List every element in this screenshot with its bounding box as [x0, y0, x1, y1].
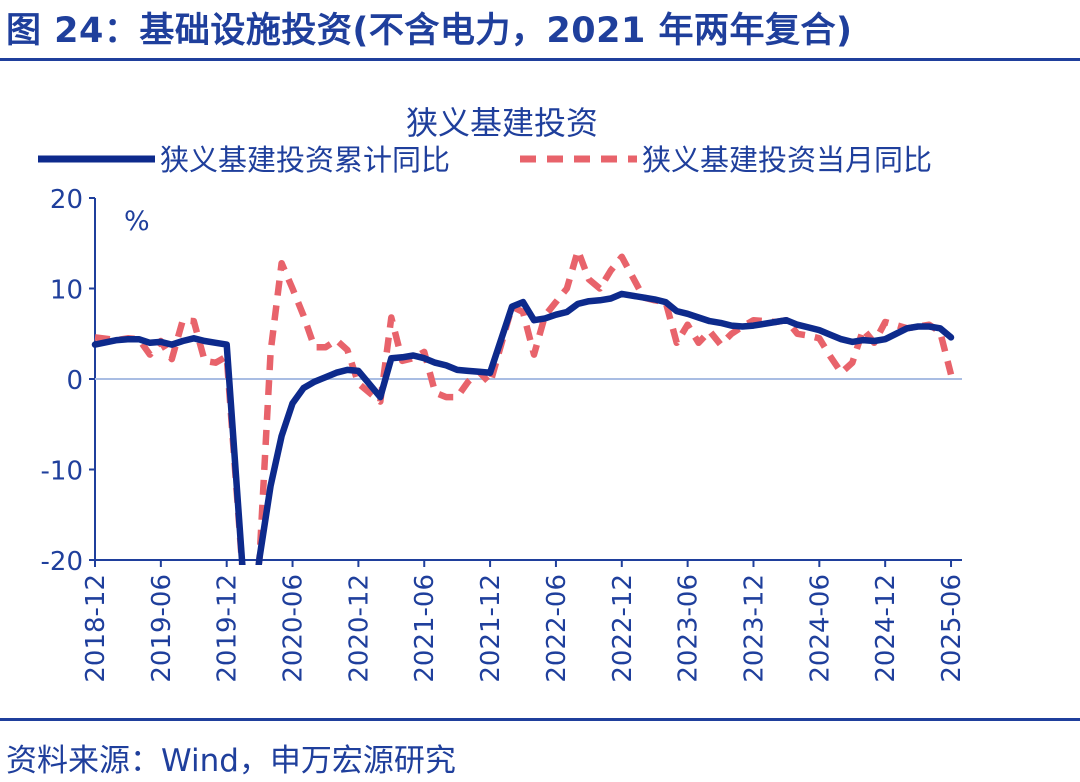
legend-label: 狭义基建投资累计同比 [160, 143, 450, 177]
x-tick-label: 2022-12 [608, 574, 638, 683]
y-axis-unit-label: % [124, 206, 150, 237]
x-tick-label: 2023-06 [674, 574, 704, 683]
chart-legend: 狭义基建投资累计同比 狭义基建投资当月同比 [38, 143, 932, 177]
x-tick-label: 2020-12 [344, 574, 374, 683]
y-tick-label: -20 [41, 547, 83, 577]
y-tick-label: 10 [50, 276, 83, 306]
chart-title: 狭义基建投资 [406, 104, 598, 142]
x-tick-label: 2021-06 [410, 574, 440, 683]
x-tick-label: 2019-12 [213, 574, 243, 683]
x-tick-label: 2019-06 [147, 574, 177, 683]
y-tick-label: 20 [50, 185, 83, 215]
source-note: 资料来源：Wind，申万宏源研究 [6, 743, 456, 779]
y-tick-label: 0 [66, 366, 83, 396]
figure-title: 图 24：基础设施投资(不含电力，2021 年两年复合) [6, 11, 853, 51]
x-tick-label: 2021-12 [476, 574, 506, 683]
series-line-cumulative [91, 290, 955, 565]
series-layer [91, 247, 955, 565]
x-tick-label: 2020-06 [279, 574, 309, 683]
x-tick-label: 2018-12 [81, 574, 111, 683]
line-chart: 狭义基建投资 狭义基建投资累计同比 狭义基建投资当月同比 % 20 10 0 -10 -2… [38, 104, 967, 683]
x-tick-label: 2024-12 [871, 574, 901, 683]
x-tick-label: 2024-06 [805, 574, 835, 683]
series-line-monthly [94, 247, 955, 565]
legend-label: 狭义基建投资当月同比 [642, 143, 932, 177]
top-divider [0, 58, 1080, 61]
x-tick-label: 2022-06 [542, 574, 572, 683]
y-tick-label: -10 [41, 457, 83, 487]
x-tick-label: 2023-12 [739, 574, 769, 683]
x-tick-label: 2025-06 [937, 574, 967, 683]
bottom-divider [0, 718, 1080, 721]
